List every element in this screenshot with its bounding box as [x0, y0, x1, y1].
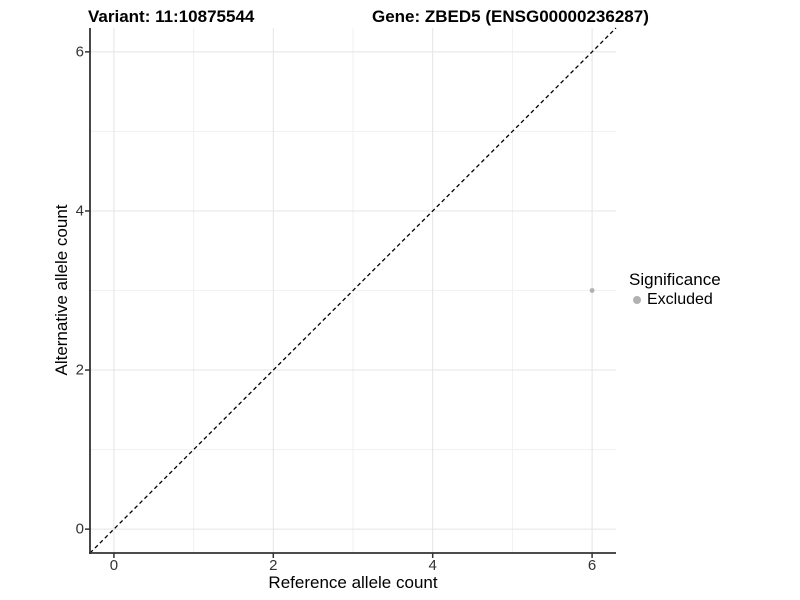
- x-axis-title: Reference allele count: [268, 573, 438, 592]
- variant-title: Variant: 11:10875544: [88, 7, 255, 26]
- y-tick-label: 6: [75, 43, 84, 61]
- x-tick-label: 4: [428, 557, 437, 574]
- x-tick-label: 6: [587, 557, 597, 574]
- x-tick-label: 0: [109, 557, 119, 574]
- y-axis-title: Alternative allele count: [52, 204, 71, 376]
- y-tick-label: 4: [75, 202, 84, 220]
- y-tick-label: 2: [75, 361, 84, 379]
- identity-reference-line: [89, 27, 617, 554]
- legend: Significance Excluded: [629, 270, 721, 309]
- y-tick-label: 0: [75, 520, 84, 538]
- gene-title: Gene: ZBED5 (ENSG00000236287): [372, 7, 649, 26]
- legend-item-excluded: Excluded: [629, 291, 721, 309]
- legend-point-icon: [633, 296, 641, 304]
- legend-item-label: Excluded: [647, 291, 713, 308]
- x-tick-label: 2: [269, 557, 278, 574]
- legend-title: Significance: [629, 270, 721, 289]
- data-point: [589, 288, 595, 293]
